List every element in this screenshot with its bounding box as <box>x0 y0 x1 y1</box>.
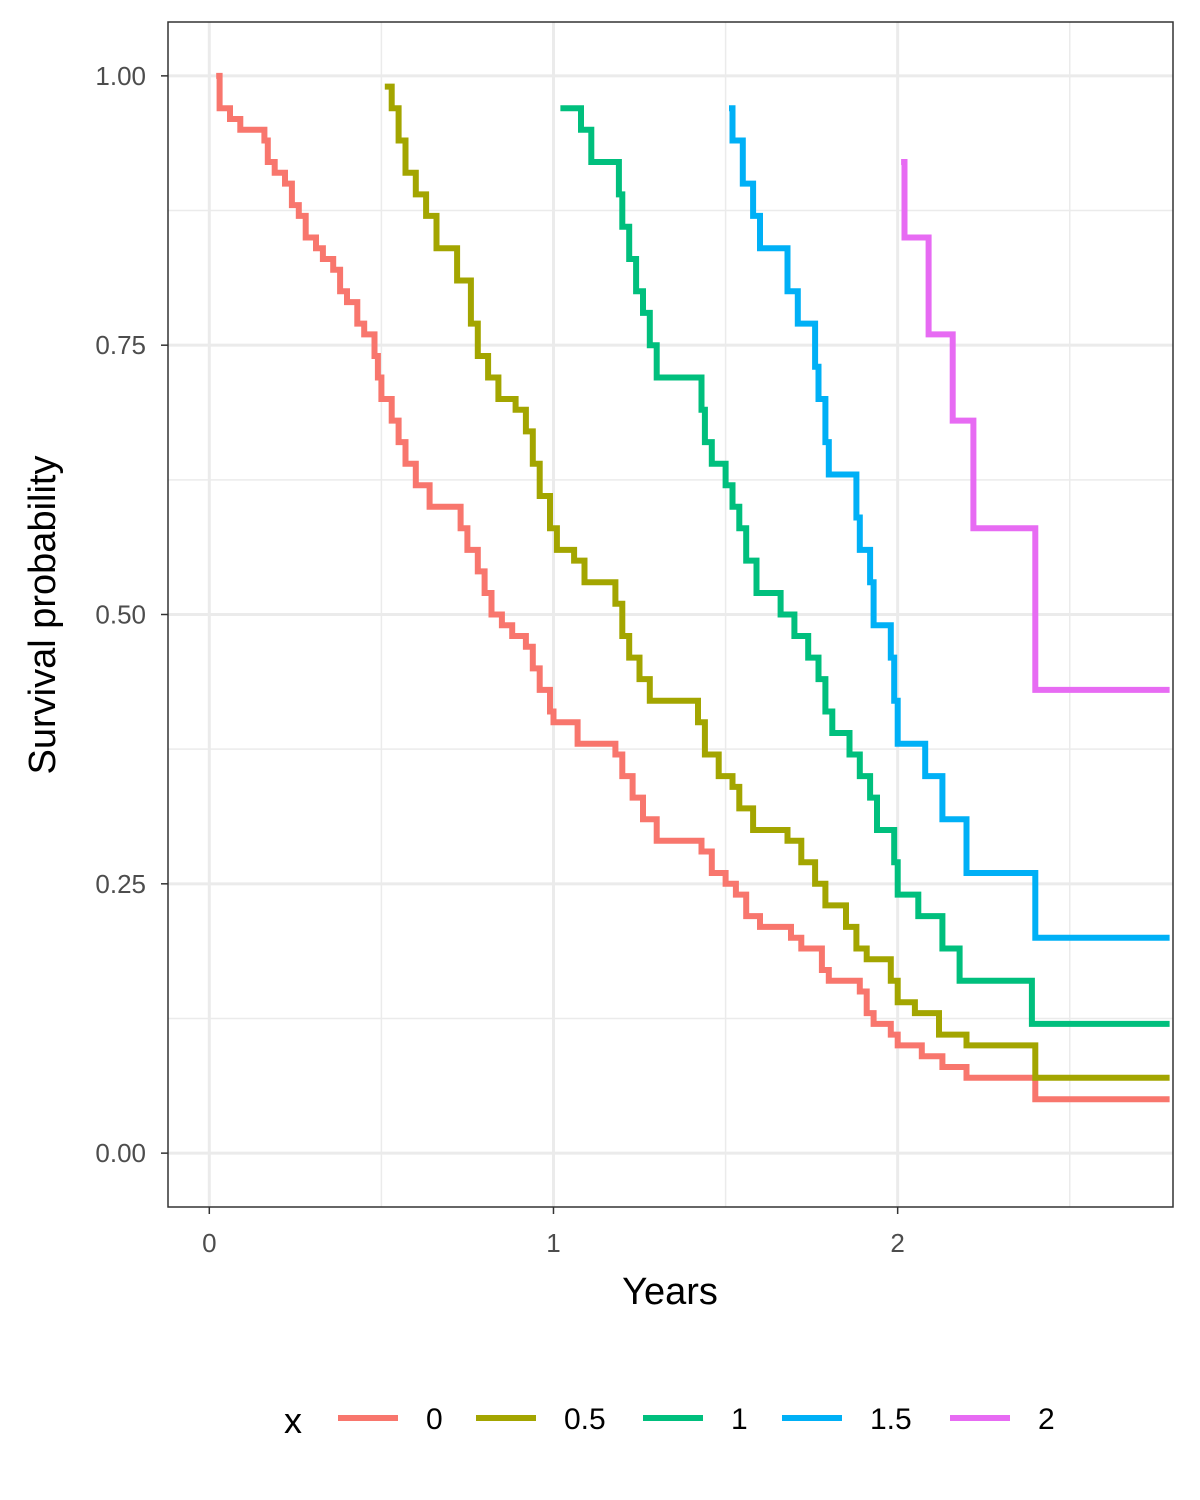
x-tick-label: 1 <box>546 1228 560 1258</box>
series-line-0 <box>216 72 1170 1103</box>
series-line-2 <box>901 159 1170 693</box>
x-axis-title: Years <box>622 1271 718 1313</box>
y-tick-label: 0.00 <box>95 1138 146 1168</box>
series-line-0.5 <box>384 83 1170 1081</box>
legend-label-0.5: 0.5 <box>564 1403 606 1436</box>
y-tick-label: 1.00 <box>95 61 146 91</box>
x-tick-label: 2 <box>890 1228 904 1258</box>
legend: x 0 0.5 1 1.5 2 <box>284 1400 1055 1441</box>
grid-major <box>168 22 1173 1207</box>
series-layer <box>216 72 1170 1103</box>
series-line-1.5 <box>729 105 1170 941</box>
y-tick-label: 0.75 <box>95 330 146 360</box>
y-axis-title: Survival probability <box>22 456 64 775</box>
series-line-1 <box>560 105 1170 1027</box>
legend-label-2: 2 <box>1038 1403 1055 1436</box>
y-tick-label: 0.50 <box>95 600 146 630</box>
legend-title: x <box>284 1400 302 1441</box>
legend-label-1: 1 <box>731 1403 748 1436</box>
y-axis: 0.00 0.25 0.50 0.75 1.00 <box>95 61 168 1168</box>
legend-label-1.5: 1.5 <box>870 1403 912 1436</box>
x-tick-label: 0 <box>202 1228 216 1258</box>
y-tick-label: 0.25 <box>95 869 146 899</box>
x-axis: 0 1 2 <box>202 1207 905 1258</box>
legend-label-0: 0 <box>426 1403 443 1436</box>
